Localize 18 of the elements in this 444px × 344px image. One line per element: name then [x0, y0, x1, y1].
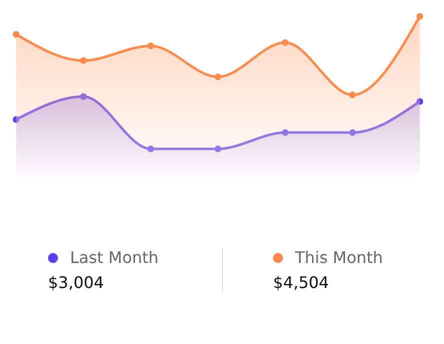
point — [349, 92, 356, 98]
text: $3,004 — [48, 273, 105, 292]
point — [282, 39, 289, 46]
point — [147, 42, 154, 50]
point — [214, 74, 222, 80]
point — [416, 98, 424, 105]
text: $4,504 — [273, 273, 330, 292]
legend-label: This Month — [295, 248, 383, 267]
point — [80, 57, 87, 64]
point — [214, 146, 222, 152]
point — [349, 129, 356, 136]
point — [416, 13, 424, 20]
legend-label: Last Month — [70, 248, 159, 267]
point — [12, 116, 20, 123]
point — [12, 31, 20, 38]
point — [80, 93, 87, 100]
point — [282, 129, 289, 136]
point — [147, 146, 154, 152]
